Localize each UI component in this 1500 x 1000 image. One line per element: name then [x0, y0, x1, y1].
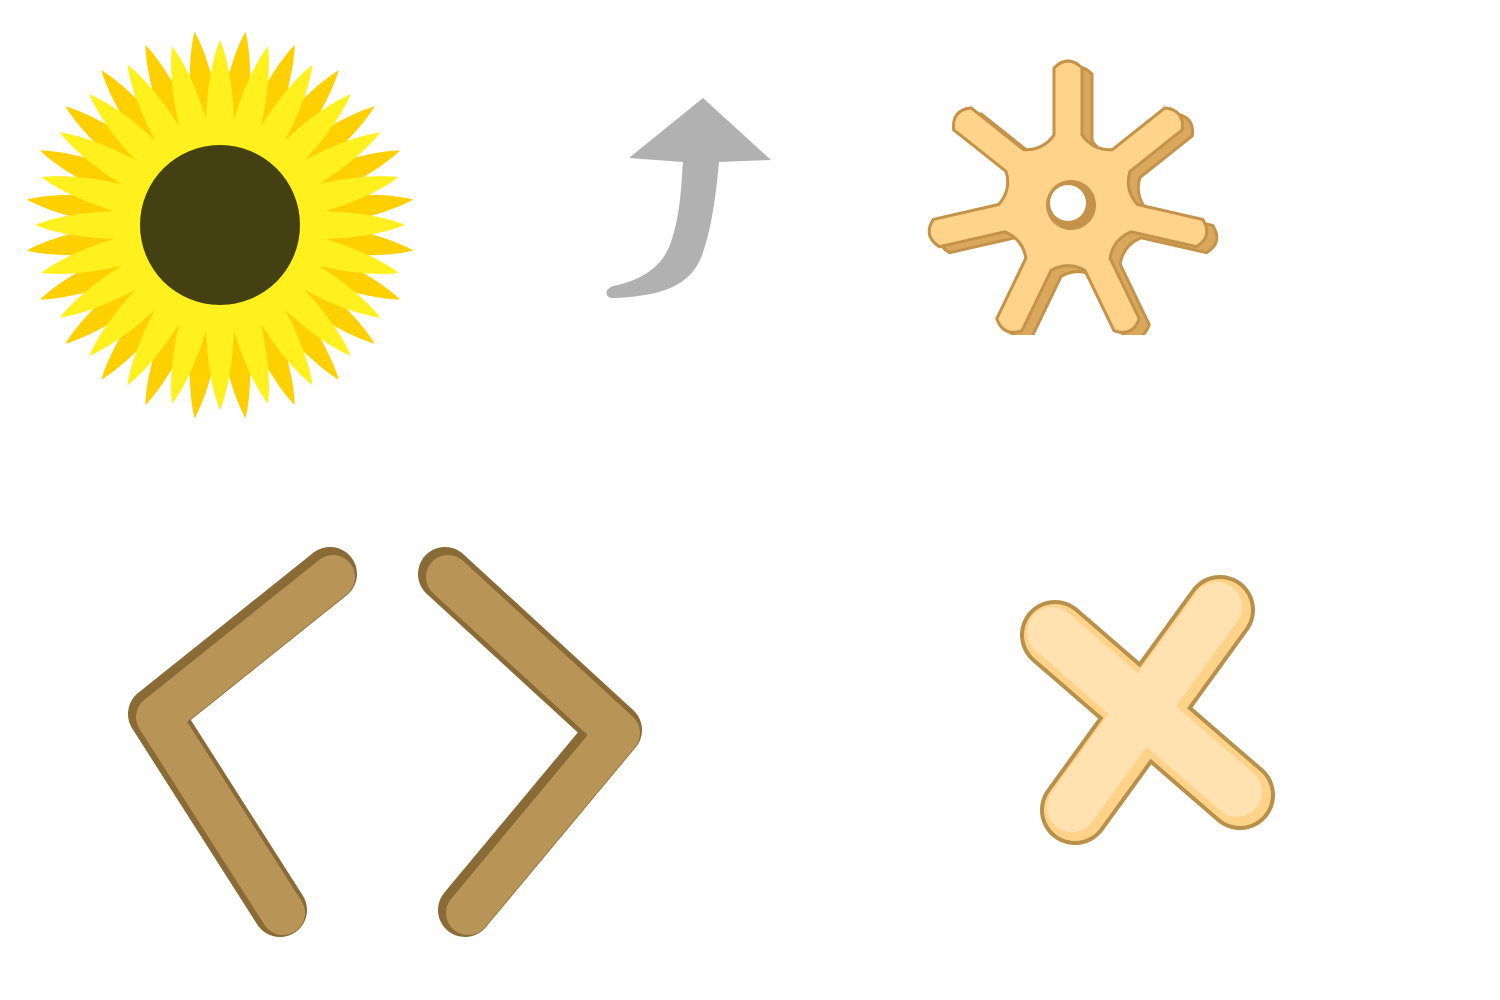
gear-icon — [925, 55, 1220, 335]
angle-brackets-code-icon — [110, 540, 650, 940]
cross-x-icon — [1000, 565, 1295, 855]
left-angle-bracket — [155, 574, 333, 913]
arrow-shape — [606, 98, 771, 298]
curved-arrow-up-icon — [595, 90, 780, 305]
gear-hole — [1050, 185, 1086, 221]
right-angle-bracket — [445, 574, 618, 913]
cross-highlight — [1052, 607, 1237, 807]
sunflower-center — [140, 145, 300, 305]
sunflower-icon — [10, 10, 420, 420]
